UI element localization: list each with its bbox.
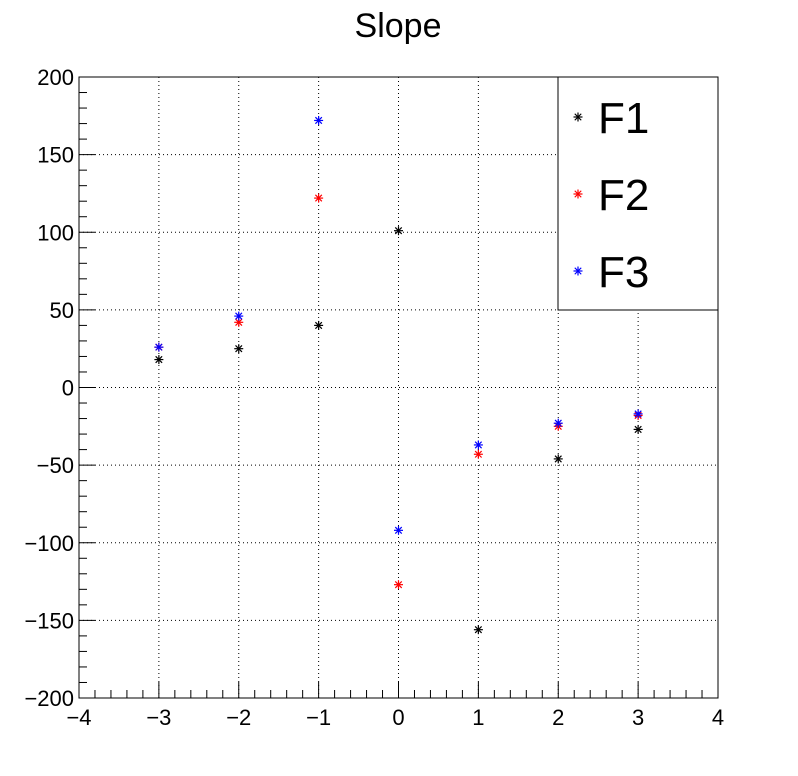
data-point-f1 (473, 625, 483, 635)
y-tick-label: −50 (37, 453, 74, 478)
x-tick-label: −3 (146, 705, 171, 730)
legend-label-f3: F3 (598, 248, 649, 297)
y-tick-label: 100 (37, 220, 74, 245)
data-point-f1 (394, 226, 403, 236)
data-point-f3 (633, 409, 643, 419)
x-tick-label: −1 (306, 705, 331, 730)
axes: −4 −3 −2 −1 0 1 2 3 4 −200 −150 −100 −50 0 50 100 150 200 (24, 65, 724, 730)
x-tick-label: 3 (632, 705, 644, 730)
data-point-f3 (314, 115, 324, 125)
y-tick-label: 50 (50, 298, 74, 323)
legend-marker-f2 (573, 189, 583, 199)
data-points (154, 115, 643, 635)
y-tick-label: 200 (37, 65, 74, 90)
x-tick-label: 1 (472, 705, 484, 730)
data-point-f1 (553, 454, 563, 464)
legend-label-f2: F2 (598, 171, 649, 220)
data-point-f3 (234, 311, 244, 321)
data-point-f3 (473, 440, 483, 450)
legend-box (557, 76, 719, 311)
data-point-f2 (473, 449, 483, 459)
legend-label-f1: F1 (598, 94, 649, 143)
legend: F1 F2 F3 (557, 76, 719, 311)
data-point-f1 (633, 424, 643, 434)
data-point-f1 (234, 344, 244, 354)
legend-marker-f1 (573, 112, 583, 122)
chart-title: Slope (355, 7, 442, 45)
y-tick-label: −200 (24, 686, 74, 711)
y-tick-label: 150 (37, 143, 74, 168)
x-tick-label: 4 (712, 705, 724, 730)
data-point-f1 (314, 320, 324, 330)
y-tick-label: 0 (62, 376, 74, 401)
legend-marker-f3 (573, 266, 583, 276)
x-tick-label: 2 (552, 705, 564, 730)
data-point-f1 (154, 355, 164, 365)
y-tick-label: −100 (24, 531, 74, 556)
x-tick-label: −2 (226, 705, 251, 730)
data-point-f3 (553, 418, 563, 428)
y-tick-label: −150 (24, 608, 74, 633)
data-point-f2 (394, 580, 403, 590)
data-point-f3 (154, 342, 164, 352)
data-point-f3 (394, 525, 403, 535)
data-point-f2 (234, 317, 244, 327)
data-point-f2 (314, 193, 324, 203)
x-tick-label: −4 (66, 705, 91, 730)
x-tick-label: 0 (392, 705, 404, 730)
